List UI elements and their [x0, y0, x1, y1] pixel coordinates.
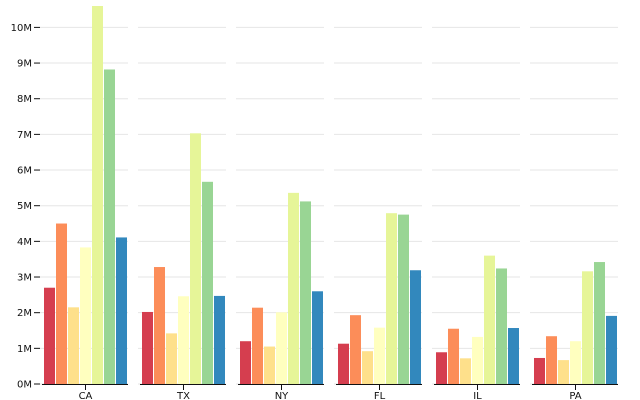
y-tick-label: 6M	[17, 166, 32, 177]
y-tick-label: 4M	[17, 237, 32, 248]
bar-ny-2	[252, 307, 263, 384]
bar-pa-7	[606, 315, 617, 384]
bar-ny-5	[288, 192, 299, 384]
bar-pa-4	[570, 341, 581, 384]
y-tick-label: 9M	[17, 59, 32, 70]
bar-ca-1	[44, 287, 55, 384]
y-tick-label: 8M	[17, 94, 32, 105]
bar-tx-3	[166, 333, 177, 384]
bar-fl-3	[362, 351, 373, 384]
bar-tx-7	[214, 295, 225, 384]
bar-pa-6	[594, 262, 605, 384]
bar-fl-4	[374, 327, 385, 384]
bar-fl-6	[398, 214, 409, 384]
y-tick-label: 0M	[17, 380, 32, 391]
bar-pa-5	[582, 271, 593, 384]
bar-ca-2	[56, 223, 67, 384]
y-tick-label: 1M	[17, 344, 32, 355]
x-axis: CA TX NY FL IL PA	[42, 384, 618, 400]
x-tick-label: CA	[79, 391, 93, 400]
bar-fl-7	[410, 270, 421, 384]
bar-ca-5	[92, 6, 103, 384]
bar-ny-7	[312, 291, 323, 384]
bar-pa-2	[546, 336, 557, 384]
bar-ny-4	[276, 312, 287, 384]
bar-il-1	[436, 352, 447, 384]
bar-il-6	[496, 268, 507, 384]
bar-ca-3	[68, 307, 79, 384]
bar-pa-3	[558, 360, 569, 384]
y-axis: 0M 1M 2M 3M 4M 5M 6M 7M 8M 9M 10M	[11, 23, 40, 391]
bar-il-4	[472, 336, 483, 384]
y-tick-label: 2M	[17, 308, 32, 319]
bar-tx-6	[202, 181, 213, 384]
bar-tx-1	[142, 311, 153, 384]
x-tick-label: TX	[176, 391, 190, 400]
bar-ca-6	[104, 69, 115, 385]
bar-fl-1	[338, 343, 349, 384]
bar-ny-1	[240, 341, 251, 384]
y-tick-label: 5M	[17, 201, 32, 212]
x-tick-label: PA	[569, 391, 581, 400]
y-tick-label: 7M	[17, 130, 32, 141]
bar-tx-4	[178, 296, 189, 384]
bar-il-3	[460, 358, 471, 384]
y-tick-label: 10M	[11, 23, 32, 34]
bar-fl-2	[350, 315, 361, 384]
bar-il-2	[448, 328, 459, 384]
bar-tx-5	[190, 133, 201, 384]
x-tick-label: NY	[275, 391, 289, 400]
bar-ca-7	[116, 237, 127, 384]
bar-il-5	[484, 255, 495, 384]
bar-tx-2	[154, 267, 165, 384]
bar-ca-4	[80, 247, 91, 384]
bar-ny-3	[264, 346, 275, 384]
bar-pa-1	[534, 357, 545, 384]
x-tick-label: FL	[374, 391, 386, 400]
y-tick-label: 3M	[17, 273, 32, 284]
bar-ny-6	[300, 201, 311, 384]
bars	[44, 6, 617, 385]
bar-fl-5	[386, 213, 397, 384]
x-tick-label: IL	[473, 391, 482, 400]
bar-il-7	[508, 328, 519, 384]
